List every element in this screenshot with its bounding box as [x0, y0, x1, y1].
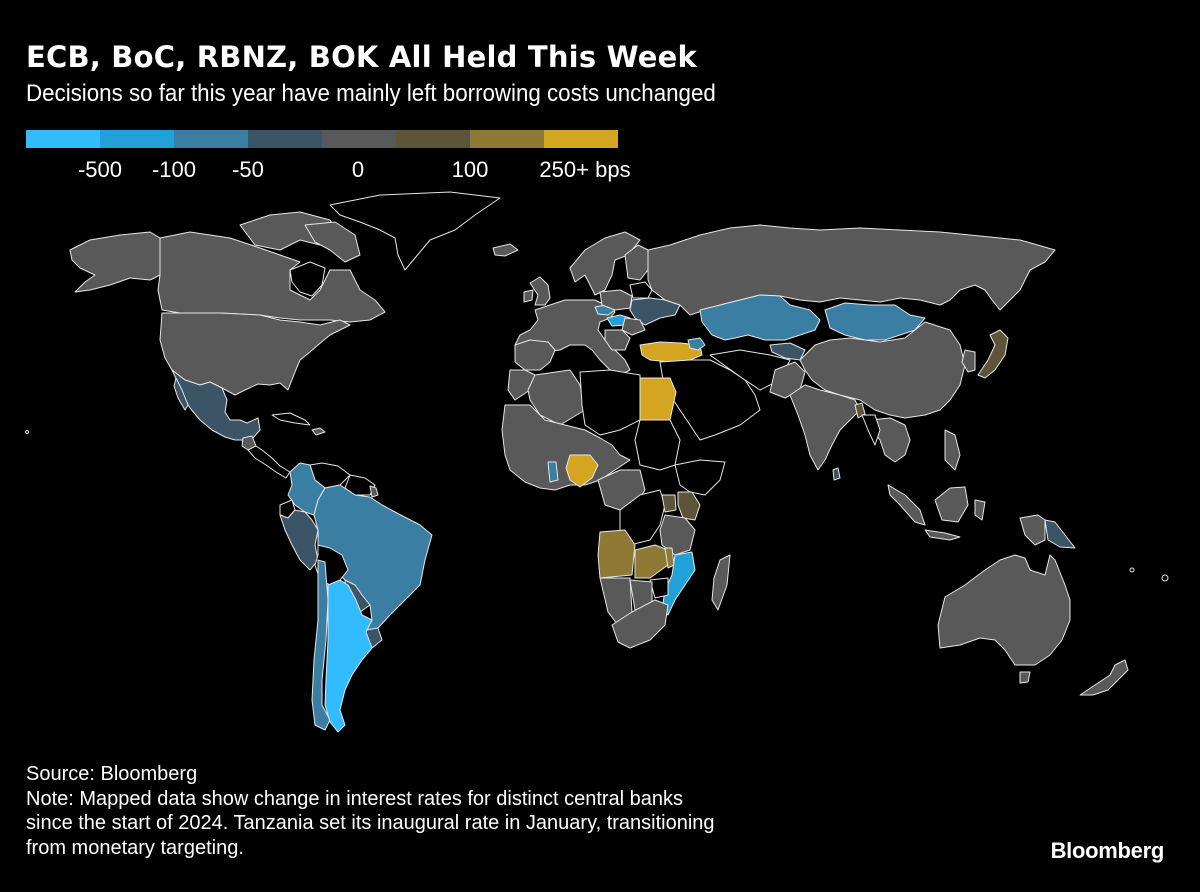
source-text: Source: Bloomberg — [26, 763, 198, 785]
java — [924, 529, 961, 541]
north-africa-nodata — [579, 369, 641, 436]
ghana — [547, 461, 559, 483]
chart-subtitle: Decisions so far this year have mainly l… — [26, 80, 716, 107]
ukraine — [629, 297, 681, 326]
uganda — [661, 494, 677, 513]
australia — [937, 554, 1071, 666]
new-zealand — [1079, 659, 1129, 696]
kazakhstan — [699, 294, 821, 341]
south-africa — [611, 599, 669, 649]
tanzania — [659, 514, 696, 556]
legend-label: -100 — [151, 157, 197, 182]
tasmania — [1019, 671, 1031, 684]
bangladesh — [854, 402, 866, 419]
legend-swatch — [174, 130, 248, 148]
romania — [621, 317, 646, 336]
legend-swatch — [248, 130, 322, 148]
zambia — [634, 544, 669, 579]
myanmar — [861, 414, 881, 446]
french-guiana — [369, 485, 379, 498]
legend-label: 250+ bps — [539, 157, 631, 182]
legend-swatch — [26, 130, 100, 148]
madagascar — [711, 554, 731, 611]
turkey — [639, 341, 703, 363]
norway-sweden — [569, 231, 641, 296]
nigeria — [565, 454, 599, 488]
sulawesi — [974, 499, 986, 521]
legend-swatch — [100, 130, 174, 148]
argentina — [324, 579, 373, 733]
ethiopia-somalia — [674, 459, 726, 496]
iberia — [514, 339, 556, 371]
sumatra — [887, 484, 926, 526]
legend-label: 0 — [351, 157, 365, 182]
angola — [597, 529, 636, 579]
borneo — [934, 486, 969, 523]
note-line: Note: Mapped data show change in interes… — [26, 787, 684, 810]
united-kingdom — [529, 276, 551, 306]
legend-swatch — [544, 130, 618, 148]
hudson-bay — [289, 261, 326, 297]
world-map — [25, 191, 1169, 733]
papua-indonesia — [1019, 514, 1046, 546]
philippines — [944, 429, 961, 471]
papua-new-guinea — [1044, 519, 1076, 549]
iceland — [492, 243, 519, 257]
west-africa — [501, 404, 631, 491]
color-legend — [26, 130, 618, 148]
korea — [961, 349, 976, 373]
balkans — [604, 329, 631, 351]
legend-swatch — [322, 130, 396, 148]
legend-labels: -500 -100 -50 0 100 250+ bps — [0, 157, 700, 185]
india — [789, 384, 861, 471]
japan — [977, 329, 1009, 379]
georgia-armenia — [687, 337, 706, 351]
note-line: since the start of 2024. Tanzania set it… — [26, 812, 715, 834]
hispaniola — [311, 427, 326, 436]
legend-swatch — [396, 130, 470, 148]
chart-footer: Source: Bloomberg Note: Mapped data show… — [26, 762, 715, 860]
ireland — [523, 289, 534, 303]
egypt — [639, 377, 677, 421]
russia — [647, 224, 1056, 316]
note-line: from monetary targeting. — [26, 836, 244, 859]
legend-label: -500 — [77, 157, 123, 182]
central-america — [247, 445, 291, 479]
peru — [279, 509, 319, 571]
pacific-island — [1129, 567, 1135, 573]
mexico — [171, 369, 261, 441]
kenya — [677, 491, 701, 521]
zimbabwe — [649, 577, 669, 599]
legend-label: -50 — [232, 157, 264, 182]
alaska — [69, 231, 161, 293]
legend-swatch — [470, 130, 544, 148]
sudan — [634, 419, 681, 471]
legend-label: 100 — [451, 157, 489, 182]
baja-california — [173, 377, 189, 411]
baffin-island — [304, 221, 361, 263]
chart-title: ECB, BoC, RBNZ, BOK All Held This Week — [26, 40, 697, 74]
bloomberg-logo: Bloomberg — [1050, 838, 1165, 863]
greenland — [329, 191, 501, 271]
belarus — [629, 281, 653, 299]
cuba — [271, 412, 311, 426]
sri-lanka — [832, 467, 841, 481]
pacific-island — [1161, 574, 1169, 582]
hawaii — [25, 430, 29, 434]
